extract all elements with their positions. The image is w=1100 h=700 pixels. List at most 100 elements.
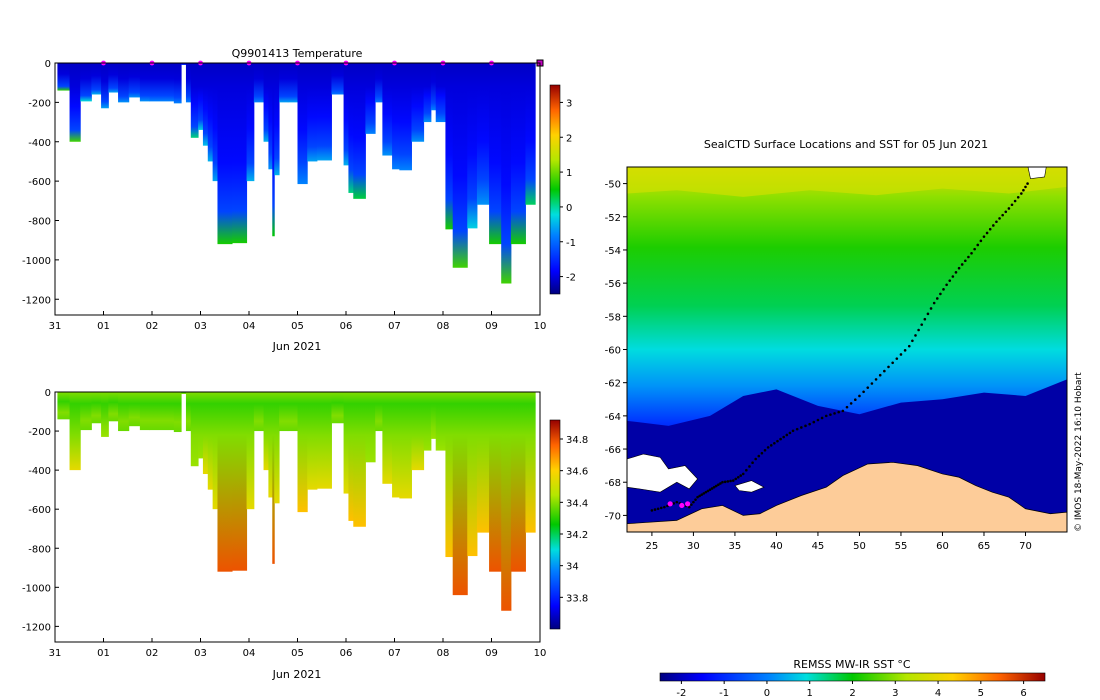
- track-point: [694, 498, 697, 501]
- profile-column: [128, 63, 141, 98]
- track-point: [948, 279, 952, 282]
- track-point: [964, 259, 967, 263]
- profile-column: [263, 63, 269, 142]
- track-point: [723, 480, 727, 484]
- track-point: [907, 344, 911, 348]
- sst-colorbar-tick-label: 0: [764, 688, 770, 699]
- track-point: [1001, 213, 1004, 217]
- track-point: [837, 410, 840, 414]
- profile-column: [287, 63, 298, 103]
- sst-colorbar-tick-label: 2: [849, 688, 855, 699]
- lat-tick-label: -60: [605, 346, 621, 357]
- profile-column: [331, 392, 345, 424]
- track-point: [970, 251, 973, 255]
- seal-track: [650, 182, 1029, 512]
- lat-tick-label: -54: [605, 246, 621, 257]
- track-point: [698, 494, 701, 498]
- track-point: [745, 468, 748, 472]
- x-tick-label: 07: [388, 648, 401, 659]
- temperature-xlabel: Jun 2021: [272, 340, 322, 353]
- track-point: [1013, 199, 1017, 203]
- profile-column: [274, 63, 280, 176]
- track-point: [929, 307, 933, 310]
- track-point: [1020, 192, 1023, 195]
- profile-column: [382, 63, 393, 156]
- profile-column: [173, 63, 182, 104]
- profile-column: [452, 392, 468, 596]
- track-point: [690, 503, 693, 506]
- track-point: [766, 446, 770, 449]
- track-point: [992, 224, 995, 227]
- track-point: [788, 431, 792, 435]
- profile-column: [307, 63, 318, 162]
- profile-column: [399, 63, 412, 171]
- no-data-patch: [626, 453, 698, 493]
- track-point: [1004, 210, 1008, 214]
- track-point: [862, 390, 865, 394]
- profile-column: [185, 63, 192, 103]
- track-point: [672, 502, 675, 505]
- track-point: [824, 414, 828, 418]
- track-point: [739, 474, 743, 477]
- y-tick-label: 0: [45, 388, 51, 399]
- profile-column: [501, 63, 512, 284]
- track-point: [812, 420, 816, 424]
- x-tick-label: 06: [340, 321, 353, 332]
- y-tick-label: -1200: [22, 295, 51, 306]
- colorbar-tick-label: -2: [566, 273, 576, 284]
- track-point: [706, 489, 710, 493]
- profile-column: [202, 63, 209, 146]
- x-tick-label: 04: [243, 648, 256, 659]
- salinity-y-axis: 0 -200 -400 -600 -800 -1000 -1200: [22, 388, 59, 633]
- profile-column: [128, 392, 141, 427]
- track-point: [708, 488, 712, 491]
- track-point: [878, 373, 882, 377]
- x-tick-label: 10: [534, 648, 547, 659]
- track-point: [866, 386, 870, 389]
- profile-column: [489, 392, 502, 572]
- track-point: [957, 266, 961, 270]
- profile-column: [232, 63, 248, 244]
- profile-column: [525, 392, 536, 533]
- profile-column: [297, 392, 308, 513]
- temperature-y-axis: 0 -200 -400 -600 -800 -1000 -1200: [22, 59, 59, 306]
- profile-column: [423, 392, 432, 451]
- y-tick-label: -600: [28, 505, 51, 516]
- track-point: [710, 487, 714, 490]
- salinity-colorbar: [549, 419, 561, 630]
- track-point: [911, 339, 914, 343]
- sst-colorbar-tick-label: 1: [807, 688, 813, 699]
- no-data-patch: [734, 480, 765, 493]
- profile-column: [445, 63, 454, 230]
- track-point: [829, 413, 832, 416]
- profile-column: [108, 392, 119, 422]
- lon-tick-label: 65: [978, 541, 991, 552]
- track-point: [653, 508, 657, 511]
- lat-tick-label: -62: [605, 379, 621, 390]
- x-tick-label: 08: [437, 321, 450, 332]
- track-point: [891, 361, 894, 365]
- track-point: [874, 378, 878, 381]
- colorbar-tick-label: 34.6: [566, 467, 588, 478]
- sst-colorbar-tick-label: 6: [1020, 688, 1026, 699]
- track-point: [736, 475, 740, 479]
- profile-column: [181, 392, 187, 394]
- track-point: [751, 461, 754, 465]
- profile-column: [411, 63, 425, 142]
- track-point: [883, 369, 886, 373]
- profile-column: [467, 392, 478, 557]
- track-point: [726, 480, 730, 483]
- sst-colorbar-ticks: -2 -1 0 1 2 3 4 5 6: [676, 681, 1027, 699]
- profile-column: [57, 63, 71, 91]
- profile-column: [287, 392, 298, 432]
- profile-column: [375, 63, 383, 103]
- colorbar-tick-label: 34.4: [566, 498, 588, 509]
- profile-column: [365, 392, 376, 463]
- lat-tick-label: -52: [605, 213, 621, 224]
- sst-map-lon-axis: 25 30 35 40 45 50 55 60 65 70: [646, 532, 1032, 552]
- x-tick-label: 07: [388, 321, 401, 332]
- lat-tick-label: -70: [605, 511, 621, 522]
- profile-column: [149, 63, 175, 102]
- track-point: [729, 479, 732, 483]
- track-point: [734, 477, 738, 481]
